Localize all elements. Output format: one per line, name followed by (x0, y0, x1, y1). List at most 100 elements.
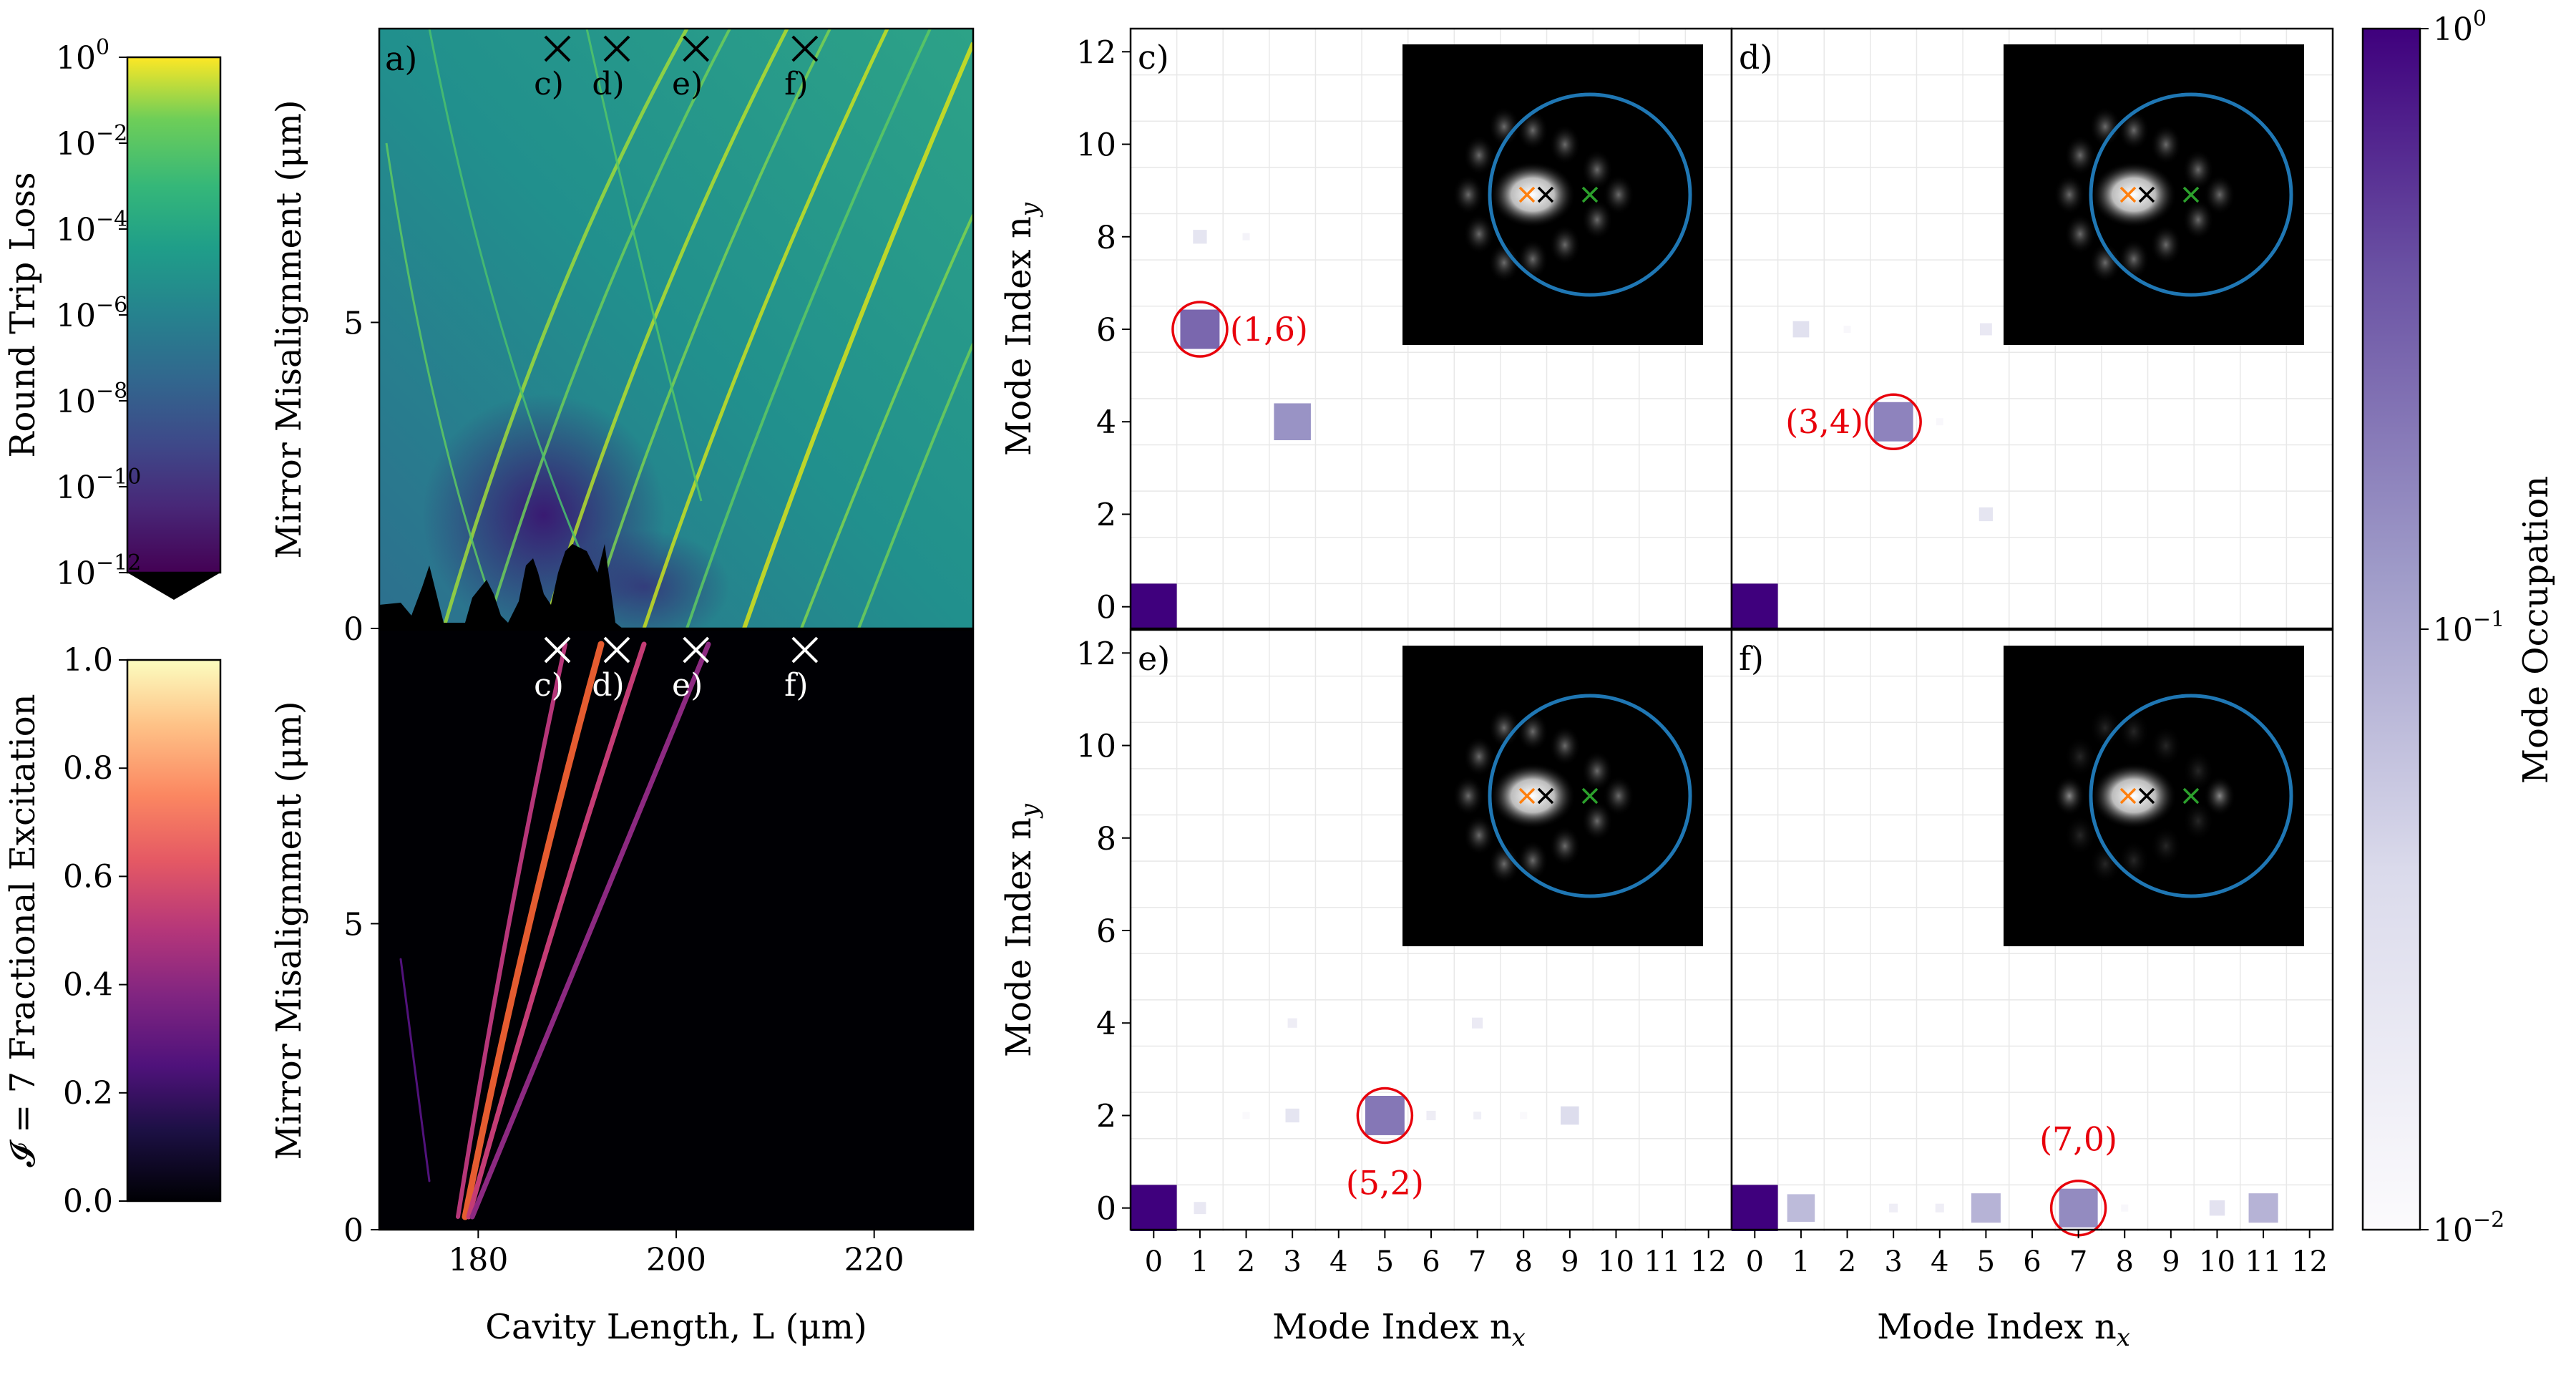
mirror-aperture-circle (1488, 92, 1692, 297)
beam-lobe (2064, 737, 2096, 777)
occupation-xtick-label: 11 (1644, 1245, 1681, 1278)
occupation-xtick-label: 12 (2291, 1245, 2328, 1278)
beam-lobe (2089, 844, 2121, 884)
colorbar-excitation-tick-label: 0.6 (63, 858, 113, 895)
loss-arc (385, 142, 502, 628)
panel-b-markers: c) d) e) f) (534, 636, 819, 704)
panel-a-ytick-label: 0 (343, 611, 364, 648)
beam-lobe (1463, 737, 1495, 777)
occupation-xtick-label: 6 (1422, 1245, 1440, 1278)
occupation-panels: (1,6)c)024681012(3,4)d)(5,2)e)0246810120… (1076, 27, 2334, 1278)
occupation-xtick-label: 3 (1283, 1245, 1301, 1278)
occupation-cell (1979, 507, 1994, 522)
beam-center-cross (1537, 186, 1554, 203)
beam-profile-inset (1402, 44, 1703, 345)
colorbar-occupation-gradient (2361, 27, 2421, 1231)
zero-loss-region (379, 544, 623, 628)
beam-lobe (2204, 175, 2235, 215)
beam-lobe (2089, 107, 2121, 147)
beam-profile-inset (1402, 646, 1703, 946)
marker-label: f) (784, 66, 808, 102)
occupation-ytick-label: 4 (1096, 1006, 1116, 1042)
excitation-arc (469, 641, 711, 1220)
colorbar-loss-label: Round Trip Loss (3, 172, 43, 457)
loss-resonance-arcs (385, 29, 973, 628)
beam-lobe (1603, 175, 1634, 215)
excitation-arc (466, 641, 647, 1220)
occupation-cell (2121, 1204, 2129, 1212)
occupation-ytick-label: 10 (1076, 729, 1116, 765)
beam-center-cross (1581, 186, 1599, 203)
panel-a-frame (378, 27, 975, 630)
colorbar-excitation-tick-label: 0.2 (63, 1075, 113, 1112)
colorbar-loss-tick-label: 10−2 (56, 121, 127, 162)
loss-arc (642, 29, 889, 628)
beam-lobe (1463, 214, 1495, 254)
beam-lobe (2182, 200, 2214, 240)
colorbar-loss-extend-triangle (127, 573, 220, 600)
highlight-circle (1865, 393, 1922, 450)
beam-lobe (2118, 840, 2150, 880)
marker-cross (791, 636, 819, 664)
occupation-cell (1472, 1017, 1483, 1029)
occupation-cell (1193, 230, 1207, 244)
highlight-circle (1356, 1087, 1414, 1145)
beam-lobe (1549, 826, 1581, 866)
colorbar-occupation-label: Mode Occupation (2516, 476, 2556, 784)
occupation-cell (1732, 583, 1778, 630)
colorbar-excitation-label: 𝓘 = 7 Fractional Excitation (3, 694, 43, 1167)
mirror-aperture-circle (2089, 92, 2293, 297)
beam-lobe (1453, 776, 1484, 816)
occupation-xtick-label: 10 (1598, 1245, 1634, 1278)
beam-lobe (2150, 125, 2182, 165)
beam-lobe (2118, 239, 2150, 279)
occupation-xtick-label: 2 (1237, 1245, 1255, 1278)
occupation-ytick-label: 4 (1096, 404, 1116, 441)
occupation-ytick-label: 0 (1096, 1191, 1116, 1228)
occupation-cell (1365, 1096, 1405, 1135)
occupation-ytick-label: 8 (1096, 220, 1116, 256)
beam-lobe (1517, 239, 1548, 279)
occupation-cell (1561, 1106, 1579, 1125)
panel-b-ytick-label: 5 (343, 906, 364, 943)
panel-b-xtick-label: 220 (844, 1242, 904, 1278)
occupation-xtick-label: 8 (1515, 1245, 1533, 1278)
occupation-panel-letter: d) (1739, 38, 1772, 77)
marker-cross (603, 636, 630, 664)
occupation-cell (1889, 1203, 1898, 1213)
occupation-cell (1792, 321, 1810, 338)
beam-lobe (2064, 214, 2096, 254)
occupation-xtick-label: 6 (2023, 1245, 2041, 1278)
occupation-xtick-label: 0 (1145, 1245, 1163, 1278)
occupation-panel-letter: f) (1739, 639, 1764, 678)
panel-a-markers: c) d) e) f) (534, 35, 819, 102)
occupation-panel-c: (1,6) c) 0 2 4 6 8 10 12 (1076, 27, 1733, 630)
occupation-panel-d: (3,4) d) (1730, 27, 2334, 630)
panel-b-ylabel: Mirror Misalignment (μm) (269, 701, 309, 1160)
occupation-xtick-label: 5 (1376, 1245, 1394, 1278)
beam-lobe (2118, 711, 2150, 752)
panel-a-letter: a) (385, 39, 417, 78)
loss-arc (585, 29, 703, 502)
beam-lobe (1581, 200, 1613, 240)
beam-center-cross (2182, 787, 2200, 805)
panel-b-xlabel: Cavity Length, L (μm) (485, 1307, 867, 1347)
excitation-arcs (399, 641, 711, 1220)
occupation-cell (1242, 233, 1250, 240)
beam-center-cross (1537, 787, 1554, 805)
excitation-arc (456, 642, 567, 1219)
colorbar-loss-tick-label: 100 (56, 35, 109, 77)
colorbar-excitation-gradient (126, 659, 222, 1202)
occupation-cell (1979, 323, 1992, 336)
occ-ylabel-top: Mode Index ny (999, 202, 1044, 456)
beam-lobe (2150, 726, 2182, 766)
occupation-xtick-label: 1 (1191, 1245, 1209, 1278)
beam-lobe (1488, 107, 1520, 147)
occupation-cell (1131, 1185, 1177, 1231)
colorbar-loss-tick-label: 10−6 (56, 293, 127, 334)
beam-spot (2091, 162, 2177, 228)
occupation-cell (1935, 1203, 1944, 1213)
colorbar-excitation: 1.0 0.8 0.6 0.4 0.2 0.0 𝓘 = 7 Fractional Exci… (3, 642, 222, 1220)
beam-lobe (2182, 150, 2214, 190)
occupation-ytick-label: 10 (1076, 127, 1116, 164)
